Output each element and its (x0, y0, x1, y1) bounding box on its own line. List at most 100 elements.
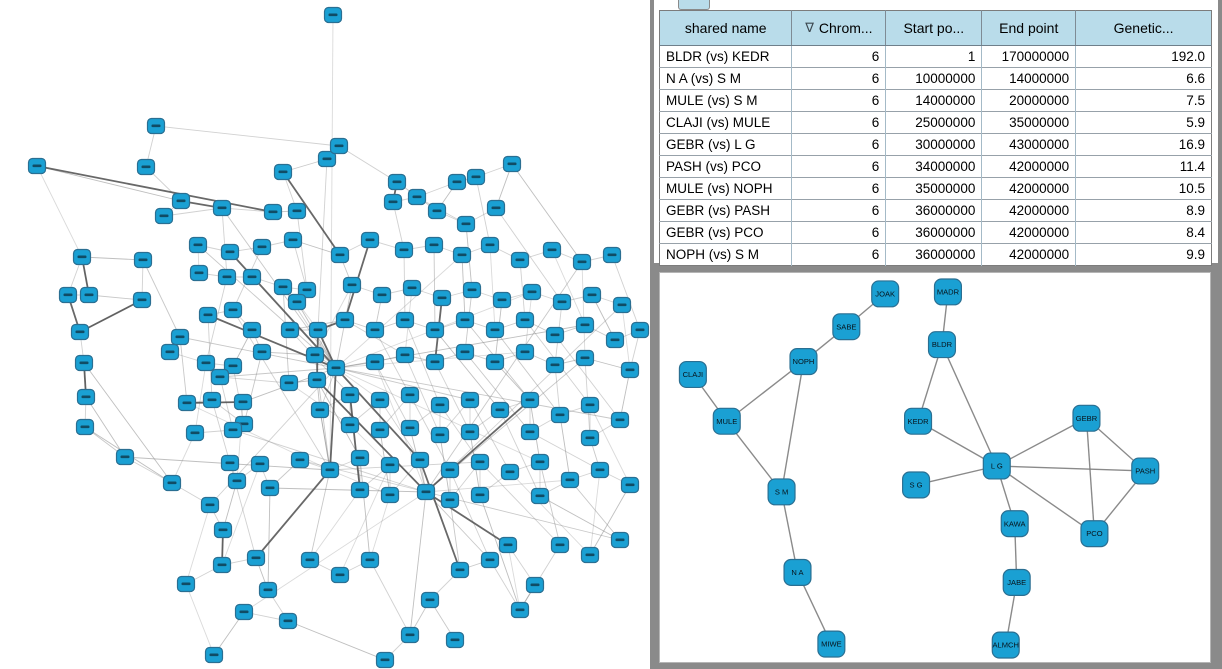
graph-edge[interactable] (479, 494, 521, 611)
table-row[interactable]: NOPH (vs) S M 6 36000000 42000000 9.9 (659, 243, 1212, 266)
graph-edge[interactable] (329, 367, 337, 471)
graph-edge[interactable] (374, 361, 427, 493)
table-row[interactable]: N A (vs) S M 6 10000000 14000000 6.6 (659, 67, 1212, 90)
graph-edge[interactable] (425, 491, 509, 546)
table-cell[interactable]: 42000000 (981, 221, 1076, 244)
graph-edge[interactable] (475, 176, 491, 246)
graph-edge[interactable] (287, 620, 386, 661)
graph-edge[interactable] (309, 489, 361, 561)
graph-edge[interactable] (179, 336, 188, 404)
table-cell[interactable]: 11.4 (1075, 155, 1212, 178)
graph-edge[interactable] (374, 329, 411, 396)
table-cell[interactable]: 170000000 (981, 45, 1076, 68)
graph-edge[interactable] (316, 379, 427, 493)
column-header-3[interactable]: End point (981, 10, 1076, 46)
graph-edge[interactable] (419, 459, 461, 571)
graph-edge[interactable] (36, 165, 274, 213)
graph-edge[interactable] (494, 329, 561, 416)
table-cell[interactable]: BLDR (vs) KEDR (659, 45, 792, 68)
graph-edge[interactable] (404, 354, 441, 436)
graph-node[interactable] (1000, 510, 1029, 538)
graph-edge[interactable] (269, 487, 427, 493)
graph-edge[interactable] (409, 491, 427, 636)
graph-node[interactable] (783, 558, 812, 586)
table-cell[interactable]: CLAJI (vs) MULE (659, 111, 792, 134)
graph-edge[interactable] (185, 583, 215, 656)
graph-edge[interactable] (219, 376, 234, 431)
graph-edge[interactable] (335, 367, 541, 463)
graph-edge[interactable] (996, 417, 1087, 467)
table-cell[interactable]: 6 (791, 221, 886, 244)
graph-edge[interactable] (292, 239, 308, 291)
graph-edge[interactable] (569, 479, 621, 541)
table-cell[interactable]: MULE (vs) S M (659, 89, 792, 112)
table-cell[interactable]: 10.5 (1075, 177, 1212, 200)
graph-node[interactable] (832, 313, 861, 341)
graph-edge[interactable] (379, 399, 421, 461)
graph-edge[interactable] (155, 125, 340, 147)
graph-edge[interactable] (559, 414, 571, 481)
table-cell[interactable]: 6 (791, 45, 886, 68)
graph-node[interactable] (767, 478, 796, 506)
table-cell[interactable]: 6 (791, 67, 886, 90)
graph-edge[interactable] (509, 471, 591, 556)
graph-edge[interactable] (434, 361, 471, 433)
table-cell[interactable]: GEBR (vs) L G (659, 133, 792, 156)
graph-edge[interactable] (619, 369, 631, 421)
graph-edge[interactable] (539, 495, 621, 541)
graph-edge[interactable] (339, 464, 391, 576)
column-header-1[interactable]: ∇ Chrom... (791, 10, 886, 46)
graph-edge[interactable] (338, 145, 398, 183)
graph-edge[interactable] (185, 504, 211, 585)
graph-edge[interactable] (79, 299, 143, 333)
table-cell[interactable]: 6 (791, 243, 886, 266)
graph-node[interactable] (902, 471, 931, 499)
graph-edge[interactable] (611, 254, 641, 331)
table-row[interactable]: BLDR (vs) KEDR 6 1 170000000 192.0 (659, 45, 1212, 68)
table-cell[interactable]: 6 (791, 177, 886, 200)
table-cell[interactable]: 16.9 (1075, 133, 1212, 156)
table-cell[interactable]: 9.9 (1075, 243, 1212, 266)
table-cell[interactable]: 14000000 (885, 89, 982, 112)
graph-edge[interactable] (349, 394, 361, 491)
table-cell[interactable]: 7.5 (1075, 89, 1212, 112)
column-header-2[interactable]: Start po... (885, 10, 982, 46)
graph-edge[interactable] (36, 165, 182, 202)
graph-node[interactable] (982, 452, 1011, 480)
graph-edge[interactable] (941, 344, 998, 467)
table-row[interactable]: MULE (vs) S M 6 14000000 20000000 7.5 (659, 89, 1212, 112)
graph-edge[interactable] (1085, 418, 1096, 534)
graph-node[interactable] (789, 348, 818, 376)
graph-node[interactable] (1072, 404, 1101, 432)
graph-edge[interactable] (996, 465, 1146, 472)
table-cell[interactable]: 8.4 (1075, 221, 1212, 244)
table-cell[interactable]: 14000000 (981, 67, 1076, 90)
graph-edge[interactable] (479, 461, 561, 546)
table-cell[interactable]: 43000000 (981, 133, 1076, 156)
table-cell[interactable]: 36000000 (885, 243, 982, 266)
table-cell[interactable]: 35000000 (981, 111, 1076, 134)
graph-edge[interactable] (243, 351, 263, 425)
graph-edge[interactable] (495, 207, 563, 303)
graph-edge[interactable] (359, 457, 371, 561)
table-row[interactable]: PASH (vs) PCO 6 34000000 42000000 11.4 (659, 155, 1212, 178)
network-view-main[interactable] (0, 0, 650, 669)
graph-node[interactable] (904, 407, 933, 435)
graph-edge[interactable] (489, 559, 521, 611)
graph-edge[interactable] (374, 361, 411, 429)
graph-edge[interactable] (211, 399, 231, 464)
table-cell[interactable]: 36000000 (885, 221, 982, 244)
tab-fragment[interactable] (678, 0, 710, 10)
graph-edge[interactable] (499, 409, 541, 497)
graph-edge[interactable] (554, 364, 561, 416)
table-cell[interactable]: 1 (885, 45, 982, 68)
graph-edge[interactable] (489, 244, 496, 331)
table-cell[interactable]: 42000000 (981, 199, 1076, 222)
graph-edge[interactable] (780, 361, 805, 492)
graph-node[interactable] (817, 630, 846, 658)
graph-edge[interactable] (433, 244, 436, 331)
graph-node[interactable] (1131, 457, 1160, 485)
graph-edge[interactable] (255, 469, 331, 559)
graph-edge[interactable] (335, 367, 421, 461)
graph-edge[interactable] (551, 249, 586, 326)
